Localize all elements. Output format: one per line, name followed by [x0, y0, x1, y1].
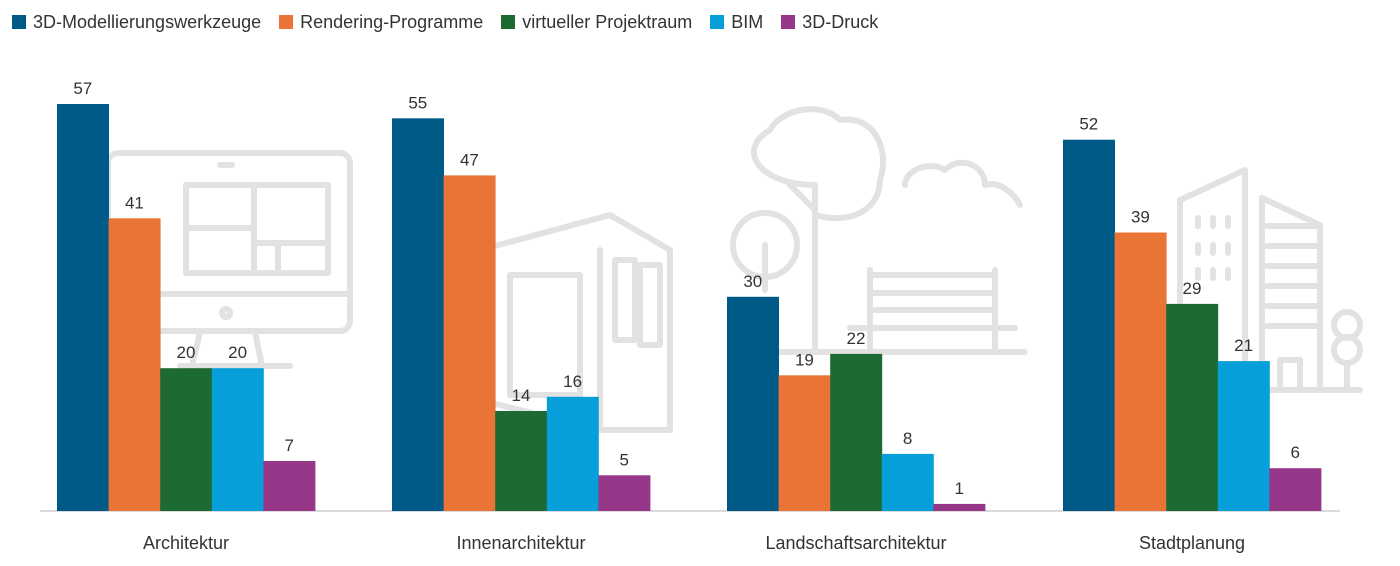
- data-label: 22: [847, 329, 866, 348]
- bar: [108, 218, 161, 512]
- data-label: 20: [228, 343, 247, 362]
- bar: [1166, 303, 1219, 511]
- legend-swatch: [12, 15, 26, 29]
- legend-item: virtueller Projektraum: [501, 12, 692, 33]
- bar: [495, 411, 548, 511]
- bar: [1269, 468, 1322, 511]
- legend-label: BIM: [731, 11, 764, 32]
- legend-label: 3D-Modellierungswerkzeuge: [33, 11, 262, 32]
- data-label: 29: [1183, 279, 1202, 298]
- bar: [1114, 232, 1167, 511]
- data-label: 8: [903, 429, 912, 448]
- legend-swatch: [781, 15, 796, 29]
- bar: [1217, 361, 1270, 511]
- bar: [57, 104, 109, 511]
- data-label: 21: [1234, 336, 1253, 355]
- data-label: 55: [408, 93, 427, 112]
- chart-legend: 3D-Modellierungswerkzeuge Rendering-Prog…: [12, 10, 878, 34]
- bar: [933, 503, 986, 511]
- data-label: 6: [1290, 443, 1299, 462]
- data-label: 19: [795, 350, 814, 369]
- bar: [443, 175, 496, 511]
- x-tick-label: Architektur: [143, 533, 229, 553]
- data-label: 41: [125, 193, 144, 212]
- data-label: 16: [563, 372, 582, 391]
- data-label: 7: [284, 436, 293, 455]
- x-tick-label: Innenarchitektur: [456, 533, 585, 553]
- bar: [392, 118, 444, 512]
- data-label: 39: [1131, 208, 1150, 227]
- park-illustration-icon: [730, 106, 1028, 355]
- bar: [830, 353, 883, 511]
- legend-label: virtueller Projektraum: [522, 11, 693, 32]
- legend-item: 3D-Druck: [781, 12, 878, 33]
- x-tick-label: Stadtplanung: [1139, 533, 1245, 553]
- data-label: 47: [460, 150, 479, 169]
- legend-item: Rendering-Programme: [279, 12, 483, 33]
- data-label: 5: [619, 450, 628, 469]
- bar: [778, 375, 831, 511]
- bar: [598, 475, 651, 511]
- legend-swatch: [501, 15, 516, 29]
- bar: [1063, 139, 1115, 511]
- bar: [546, 396, 599, 511]
- data-label: 20: [177, 343, 196, 362]
- data-label: 14: [512, 386, 531, 405]
- legend-item: BIM: [710, 12, 763, 33]
- legend-label: 3D-Druck: [802, 11, 879, 32]
- legend-swatch: [710, 15, 725, 29]
- data-label: 52: [1079, 115, 1098, 134]
- bar: [881, 453, 934, 511]
- legend-swatch: [279, 15, 294, 29]
- data-label: 57: [73, 79, 92, 98]
- bar: [211, 368, 264, 511]
- bars-layer: [57, 104, 1322, 512]
- value-labels-layer: 57 41 20 20 7 55 47 14 16 5 30 19 22 8 1 52 39 29 21 6: [73, 79, 1300, 498]
- category-labels-layer: Architektur Innenarchitektur Landschaftsar…: [143, 533, 1245, 553]
- legend-item: 3D-Modellierungswerkzeuge: [12, 12, 261, 33]
- data-label: 1: [954, 479, 963, 498]
- bar: [727, 296, 779, 511]
- data-label: 30: [743, 272, 762, 291]
- x-tick-label: Landschaftsarchitektur: [765, 533, 946, 553]
- legend-label: Rendering-Programme: [300, 11, 484, 32]
- bar: [263, 461, 316, 511]
- bar: [160, 368, 213, 511]
